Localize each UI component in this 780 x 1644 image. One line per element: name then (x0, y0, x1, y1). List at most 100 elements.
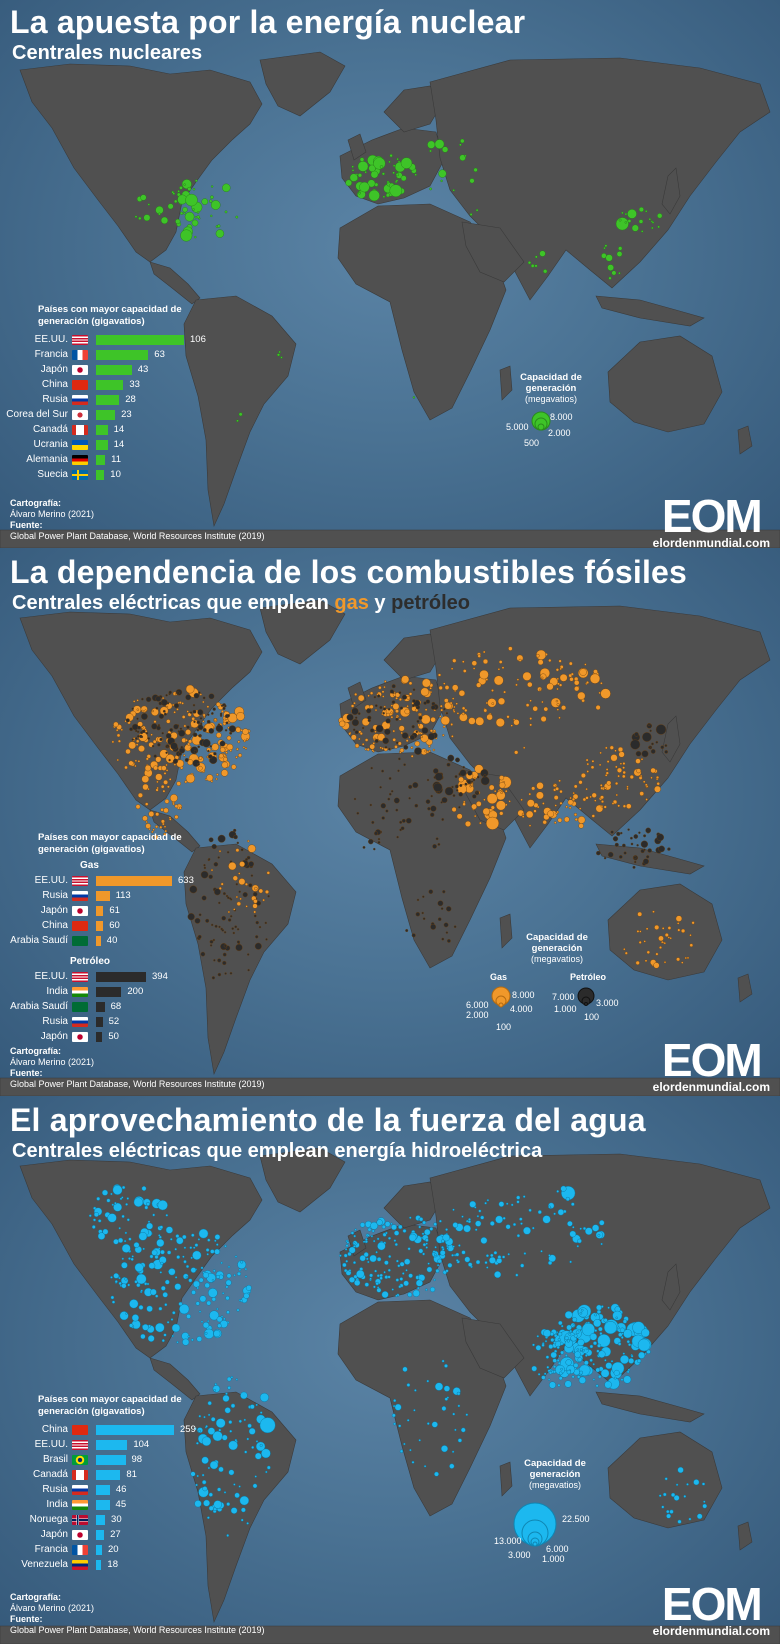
plant-marker (222, 952, 227, 957)
plant-marker (230, 1403, 236, 1408)
country-name: Venezuela (21, 1559, 68, 1570)
plant-marker (383, 685, 386, 689)
plant-marker (169, 794, 178, 802)
plant-marker (379, 165, 384, 169)
plant-marker (207, 1238, 211, 1242)
plant-marker (452, 697, 455, 700)
plant-marker (220, 1315, 224, 1318)
plant-marker (667, 847, 671, 851)
plant-marker (345, 1259, 349, 1263)
plant-marker (480, 776, 490, 786)
plant-marker (152, 1213, 156, 1217)
plant-marker (214, 924, 218, 928)
plant-marker (183, 754, 186, 757)
plant-marker (350, 704, 355, 708)
world-map (0, 51, 780, 548)
plant-marker (351, 169, 355, 172)
plant-marker (376, 1219, 383, 1226)
credits-source-label: Fuente: (10, 1068, 43, 1078)
plant-marker (411, 933, 416, 938)
capacity-bar (96, 1425, 174, 1435)
plant-marker (619, 762, 623, 765)
plant-marker (540, 673, 547, 680)
country-name: Japón (40, 1529, 68, 1540)
plant-marker (572, 1317, 578, 1323)
plant-marker (399, 706, 403, 710)
plant-marker (344, 1248, 348, 1251)
plant-marker (393, 1422, 396, 1426)
plant-marker (229, 1429, 233, 1433)
plant-marker (534, 264, 538, 268)
plant-marker (126, 1218, 130, 1222)
plant-marker (387, 1268, 391, 1272)
plant-marker (121, 1243, 131, 1253)
plant-marker (398, 725, 405, 732)
plant-marker (577, 691, 586, 701)
plant-marker (643, 834, 647, 838)
plant-marker (642, 858, 649, 865)
plant-marker (174, 804, 179, 809)
plant-marker (195, 1441, 199, 1445)
plant-marker (207, 1427, 216, 1435)
plant-marker (620, 1336, 624, 1339)
plant-marker (239, 897, 242, 901)
plant-marker (583, 1360, 589, 1366)
plant-marker (230, 1507, 238, 1514)
madagascar-landmass (499, 1461, 513, 1497)
plant-marker (421, 678, 431, 688)
plant-marker (215, 724, 224, 733)
ranking-rows: EE.UU. 106 Francia 63 Japón 43 China 33 Rusia 28 C… (6, 332, 220, 482)
plant-marker (194, 179, 198, 182)
plant-marker (381, 769, 384, 773)
plant-marker (228, 725, 237, 733)
plant-marker (152, 739, 157, 744)
plant-marker (420, 714, 431, 725)
plant-marker (425, 1288, 428, 1291)
plant-marker (190, 1338, 194, 1342)
plant-marker (189, 885, 198, 894)
plant-marker (353, 797, 357, 801)
plant-marker (441, 1359, 445, 1363)
plant-marker (416, 898, 420, 902)
plant-marker (395, 173, 399, 177)
subtitle-gas: gas (334, 592, 369, 614)
plant-marker (441, 797, 448, 804)
plant-marker (438, 1219, 442, 1223)
plant-marker (391, 790, 394, 793)
plant-marker (394, 1403, 402, 1411)
plant-marker (636, 844, 639, 847)
plant-marker (592, 1363, 595, 1366)
plant-marker (164, 799, 170, 804)
plant-marker (461, 712, 465, 716)
plant-marker (142, 1247, 145, 1251)
country-name: Brasil (42, 1454, 68, 1465)
plant-marker (604, 1381, 612, 1389)
plant-marker (114, 1280, 118, 1284)
size-tick-2000: 2.000 (548, 428, 571, 438)
plant-marker (226, 1310, 230, 1314)
south-america-landmass (183, 295, 297, 528)
country-name: Francia (34, 349, 68, 360)
legend-title: Países con mayor capacidad de generación… (38, 304, 182, 327)
plant-marker (501, 666, 505, 669)
plant-marker (259, 1411, 263, 1414)
plant-marker (368, 189, 380, 202)
plant-marker (388, 160, 391, 164)
plant-marker (238, 412, 243, 417)
plant-marker (515, 1273, 519, 1277)
plant-marker (202, 696, 206, 700)
country-name: EE.UU. (34, 334, 68, 345)
plant-marker (556, 677, 559, 681)
japan-landmass (661, 1263, 681, 1311)
plant-marker (219, 740, 226, 747)
ua-flag-icon (72, 440, 88, 450)
australia-landmass (607, 335, 723, 433)
plant-marker (266, 1465, 271, 1470)
plant-marker (128, 760, 134, 766)
plant-marker (451, 735, 454, 738)
size-legend: Capacidad de generación (megavatios) (502, 932, 612, 965)
plant-marker (441, 937, 445, 941)
plant-marker (616, 251, 623, 257)
plant-marker (240, 1260, 244, 1264)
credits-author: Álvaro Merino (2021) (10, 509, 95, 519)
